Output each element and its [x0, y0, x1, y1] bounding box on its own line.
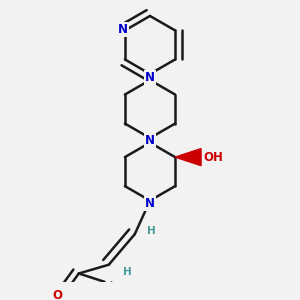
Text: H: H [147, 226, 156, 236]
Text: N: N [118, 23, 128, 36]
Text: N: N [145, 134, 155, 147]
Polygon shape [175, 148, 201, 166]
Text: O: O [52, 289, 62, 300]
Text: H: H [123, 267, 131, 277]
Text: OH: OH [203, 151, 223, 164]
Text: N: N [145, 71, 155, 84]
Text: N: N [145, 196, 155, 210]
